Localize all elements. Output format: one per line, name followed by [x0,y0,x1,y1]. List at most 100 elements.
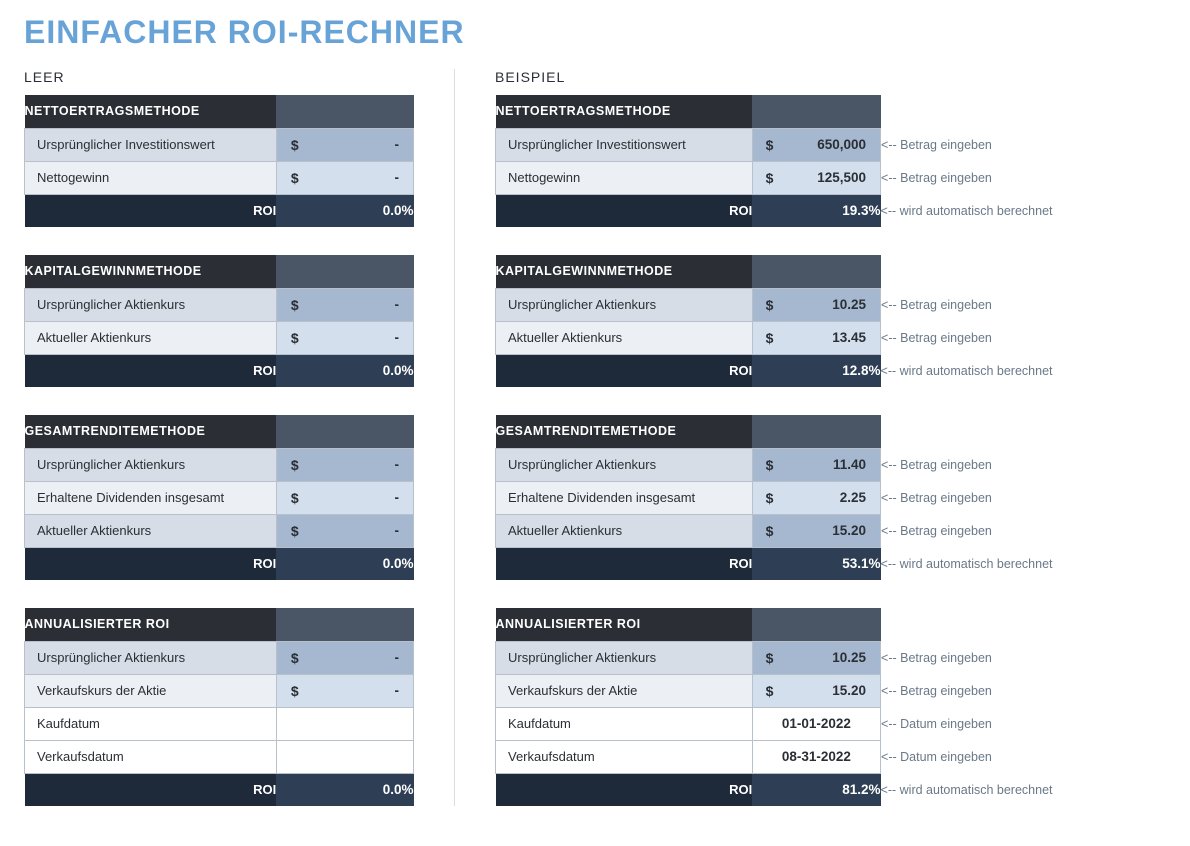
hint-text: <-- Betrag eingeben [881,514,1095,547]
currency-symbol: $ [752,128,786,161]
value-cell[interactable]: 15.20 [786,514,880,547]
value-cell[interactable]: - [313,448,414,481]
value-cell[interactable]: - [313,674,414,707]
row-label: Ursprünglicher Aktienkurs [25,641,277,674]
section-header: NETTOERTRAGSMETHODE [25,95,277,128]
section-totalReturn: GESAMTRENDITEMETHODEUrsprünglicher Aktie… [24,415,414,580]
value-cell[interactable] [276,740,413,773]
section-header-spacer [752,95,880,128]
roi-label: ROI [25,194,277,227]
section-netIncome: NETTOERTRAGSMETHODEUrsprünglicher Invest… [495,95,1095,227]
row-label: Nettogewinn [496,161,753,194]
value-cell[interactable]: 01-01-2022 [752,707,880,740]
value-cell[interactable] [276,707,413,740]
roi-label: ROI [496,547,753,580]
row-label: Aktueller Aktienkurs [496,321,753,354]
currency-symbol: $ [276,321,313,354]
roi-label: ROI [496,354,753,387]
value-cell[interactable]: - [313,288,414,321]
hint-text: <-- wird automatisch berechnet [881,194,1095,227]
hint-text: <-- Betrag eingeben [881,641,1095,674]
section-header: GESAMTRENDITEMETHODE [496,415,753,448]
value-cell[interactable]: 08-31-2022 [752,740,880,773]
hint-text: <-- wird automatisch berechnet [881,354,1095,387]
row-label: Ursprünglicher Aktienkurs [496,448,753,481]
roi-label: ROI [496,194,753,227]
hint-text: <-- Datum eingeben [881,740,1095,773]
currency-symbol: $ [752,288,786,321]
value-cell[interactable]: - [313,514,414,547]
section-netIncome: NETTOERTRAGSMETHODEUrsprünglicher Invest… [24,95,414,227]
table-row: Ursprünglicher Investitionswert$650,000<… [496,128,1095,161]
value-cell[interactable]: - [313,161,414,194]
roi-value: 12.8% [752,354,880,387]
table-row: Ursprünglicher Investitionswert$- [25,128,414,161]
table-row: Ursprünglicher Aktienkurs$11.40<-- Betra… [496,448,1095,481]
table-row: Aktueller Aktienkurs$- [25,321,414,354]
roi-value: 19.3% [752,194,880,227]
roi-value: 0.0% [276,354,413,387]
hint-text: <-- Betrag eingeben [881,674,1095,707]
value-cell[interactable]: 650,000 [786,128,880,161]
currency-symbol: $ [276,481,313,514]
hint-text: <-- Betrag eingeben [881,161,1095,194]
roi-label: ROI [496,773,753,806]
currency-symbol: $ [752,481,786,514]
row-label: Erhaltene Dividenden insgesamt [496,481,753,514]
row-label: Kaufdatum [25,707,277,740]
table-row: Verkaufskurs der Aktie$- [25,674,414,707]
row-label: Aktueller Aktienkurs [496,514,753,547]
value-cell[interactable]: - [313,128,414,161]
value-cell[interactable]: - [313,321,414,354]
currency-symbol: $ [752,321,786,354]
section-header: NETTOERTRAGSMETHODE [496,95,753,128]
section-annualized: ANNUALISIERTER ROIUrsprünglicher Aktienk… [24,608,414,806]
section-header: ANNUALISIERTER ROI [496,608,753,641]
row-label: Aktueller Aktienkurs [25,321,277,354]
section-totalReturn: GESAMTRENDITEMETHODEUrsprünglicher Aktie… [495,415,1095,580]
value-cell[interactable]: 2.25 [786,481,880,514]
row-label: Verkaufskurs der Aktie [25,674,277,707]
value-cell[interactable]: - [313,641,414,674]
currency-symbol: $ [752,641,786,674]
section-header-spacer [276,608,413,641]
value-cell[interactable]: 10.25 [786,288,880,321]
row-label: Verkaufskurs der Aktie [496,674,753,707]
table-row: Verkaufsdatum08-31-2022<-- Datum eingebe… [496,740,1095,773]
row-label: Ursprünglicher Aktienkurs [496,288,753,321]
currency-symbol: $ [276,514,313,547]
roi-value: 0.0% [276,194,413,227]
section-header-spacer [276,415,413,448]
roi-value: 0.0% [276,773,413,806]
section-header-spacer [752,255,880,288]
currency-symbol: $ [752,448,786,481]
hint-text: <-- wird automatisch berechnet [881,773,1095,806]
currency-symbol: $ [276,641,313,674]
table-row: Aktueller Aktienkurs$13.45<-- Betrag ein… [496,321,1095,354]
page-title: EINFACHER ROI-RECHNER [24,14,1166,51]
currency-symbol: $ [752,514,786,547]
section-annualized: ANNUALISIERTER ROIUrsprünglicher Aktienk… [495,608,1095,806]
currency-symbol: $ [752,161,786,194]
value-cell[interactable]: 13.45 [786,321,880,354]
table-row: Nettogewinn$- [25,161,414,194]
section-capitalGain: KAPITALGEWINNMETHODEUrsprünglicher Aktie… [495,255,1095,387]
section-header: GESAMTRENDITEMETHODE [25,415,277,448]
row-label: Erhaltene Dividenden insgesamt [25,481,277,514]
value-cell[interactable]: - [313,481,414,514]
row-label: Verkaufsdatum [496,740,753,773]
row-label: Ursprünglicher Investitionswert [496,128,753,161]
table-row: Kaufdatum01-01-2022<-- Datum eingeben [496,707,1095,740]
row-label: Nettogewinn [25,161,277,194]
currency-symbol: $ [752,674,786,707]
value-cell[interactable]: 125,500 [786,161,880,194]
table-row: Verkaufsdatum [25,740,414,773]
value-cell[interactable]: 10.25 [786,641,880,674]
hint-text: <-- Betrag eingeben [881,321,1095,354]
table-row: Nettogewinn$125,500<-- Betrag eingeben [496,161,1095,194]
value-cell[interactable]: 15.20 [786,674,880,707]
value-cell[interactable]: 11.40 [786,448,880,481]
hint-text: <-- Betrag eingeben [881,481,1095,514]
row-label: Ursprünglicher Aktienkurs [25,448,277,481]
roi-value: 0.0% [276,547,413,580]
